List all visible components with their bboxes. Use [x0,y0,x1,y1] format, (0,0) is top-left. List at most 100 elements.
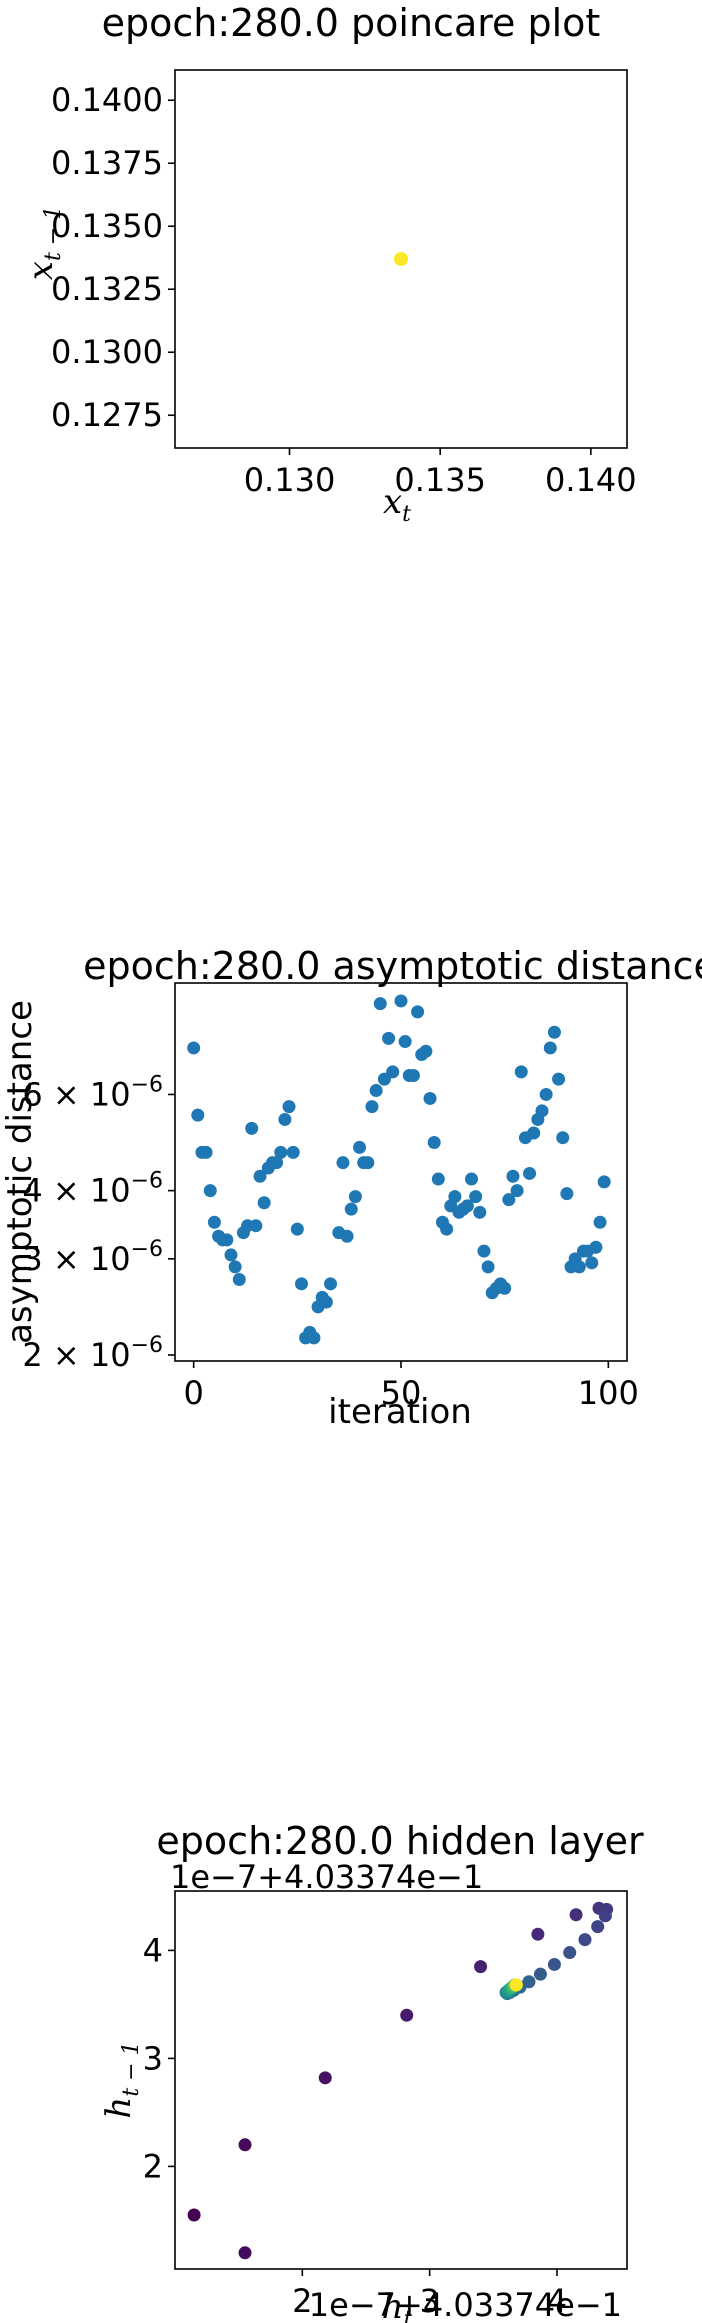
data-point [386,1065,400,1079]
y-tick-label: 4 × 10−6 [22,1169,163,1210]
data-point [270,1156,284,1170]
data-point [510,1184,524,1198]
data-point [498,1281,512,1295]
data-point [523,1166,537,1180]
data-point [348,1190,362,1204]
data-point [531,1927,545,1941]
x-tick-label: 50 [381,1374,422,1412]
y-tick-label: 3 [143,2039,163,2077]
y-tick-label: 0.1400 [51,81,163,119]
data-point [560,1187,574,1201]
data-point [427,1135,441,1149]
y-tick-label: 0.1300 [51,333,163,371]
data-point [440,1222,454,1236]
data-point [547,1025,561,1039]
data-point [382,1031,396,1045]
data-point [232,1272,246,1286]
poincare-chart: epoch:280.0 poincare plot 0.1275 0.1300 0.1… [21,1,637,527]
data-point [238,2138,252,2152]
data-point [419,1044,433,1058]
data-point [319,1295,333,1309]
data-point [423,1091,437,1105]
data-point [556,1131,570,1145]
data-point [394,994,408,1008]
data-point [506,1169,520,1183]
y-tick-label: 2 × 10−6 [22,1333,163,1374]
data-point [249,1219,263,1233]
y-axis-label: asymptotic distance [0,1000,40,1344]
data-point [361,1156,375,1170]
plot-frame [174,69,628,449]
y-tick-label: 2 [143,2147,163,2185]
data-point [187,1041,201,1055]
hidden-layer-chart: epoch:280.0 hidden layer1e−7+4.03374e−12… [99,1819,644,2323]
x-axis-label: xt [383,482,411,527]
data-point [527,1126,541,1140]
x-axis-label: ht [382,2287,413,2323]
y-tick-label: 3 × 10−6 [22,1237,163,1278]
y-offset-text: 1e−7+4.03374e−1 [170,1858,483,1896]
data-point [598,1909,612,1923]
x-tick-label: 0 [183,1374,203,1412]
data-point [431,1172,445,1186]
data-point [563,1946,577,1960]
x-tick-label: 100 [578,1374,639,1412]
data-point [318,2071,332,2085]
x-tick-label: 0.135 [394,461,486,499]
data-point [597,1175,611,1189]
data-point [187,2208,201,2222]
y-tick-label: 0.1325 [51,270,163,308]
data-point [224,1248,238,1262]
data-point [336,1156,350,1170]
data-point [477,1244,491,1258]
x-offset-text: 1e−7+4.03374e−1 [309,2286,622,2323]
y-axis-label: ht − 1 [99,2041,144,2118]
data-point [238,2246,252,2260]
data-point [448,1190,462,1204]
data-point [572,1260,586,1274]
data-point [207,1215,221,1229]
data-point [539,1087,553,1101]
x-tick-label: 2 [292,2282,312,2320]
data-point [509,1978,523,1992]
data-point [278,1112,292,1126]
data-point [294,1277,308,1291]
data-point [543,1041,557,1055]
data-point [464,1172,478,1186]
data-point [253,1169,267,1183]
data-point [400,2008,414,2022]
data-point [199,1145,213,1159]
data-point [569,1908,583,1922]
data-point [514,1065,528,1079]
data-point [274,1145,288,1159]
data-point [502,1193,516,1207]
plot-frame [174,1890,628,2270]
plot-frame [174,982,628,1362]
x-tick-label: 4 [547,2282,567,2320]
data-point [286,1145,300,1159]
data-point [552,1072,566,1086]
data-point [353,1140,367,1154]
x-tick-label: 0.130 [244,461,336,499]
data-point [547,1957,561,1971]
data-point [344,1202,358,1216]
data-point [585,1256,599,1270]
data-point [481,1260,495,1274]
data-point [290,1222,304,1236]
data-point [589,1240,603,1254]
data-point [398,1035,412,1049]
data-point [245,1121,259,1135]
data-point [469,1190,483,1204]
data-point [591,1920,605,1934]
x-axis-label: iteration [328,1392,472,1432]
data-point [324,1277,338,1291]
data-point [535,1104,549,1118]
chart-title: epoch:280.0 asymptotic distance [83,944,702,988]
x-tick-label: 0.140 [545,461,637,499]
y-axis-label: xt − 1 [21,206,66,280]
data-point [460,1199,474,1213]
data-point [228,1260,242,1274]
y-tick-label: 0.1350 [51,207,163,245]
data-point [257,1196,271,1210]
